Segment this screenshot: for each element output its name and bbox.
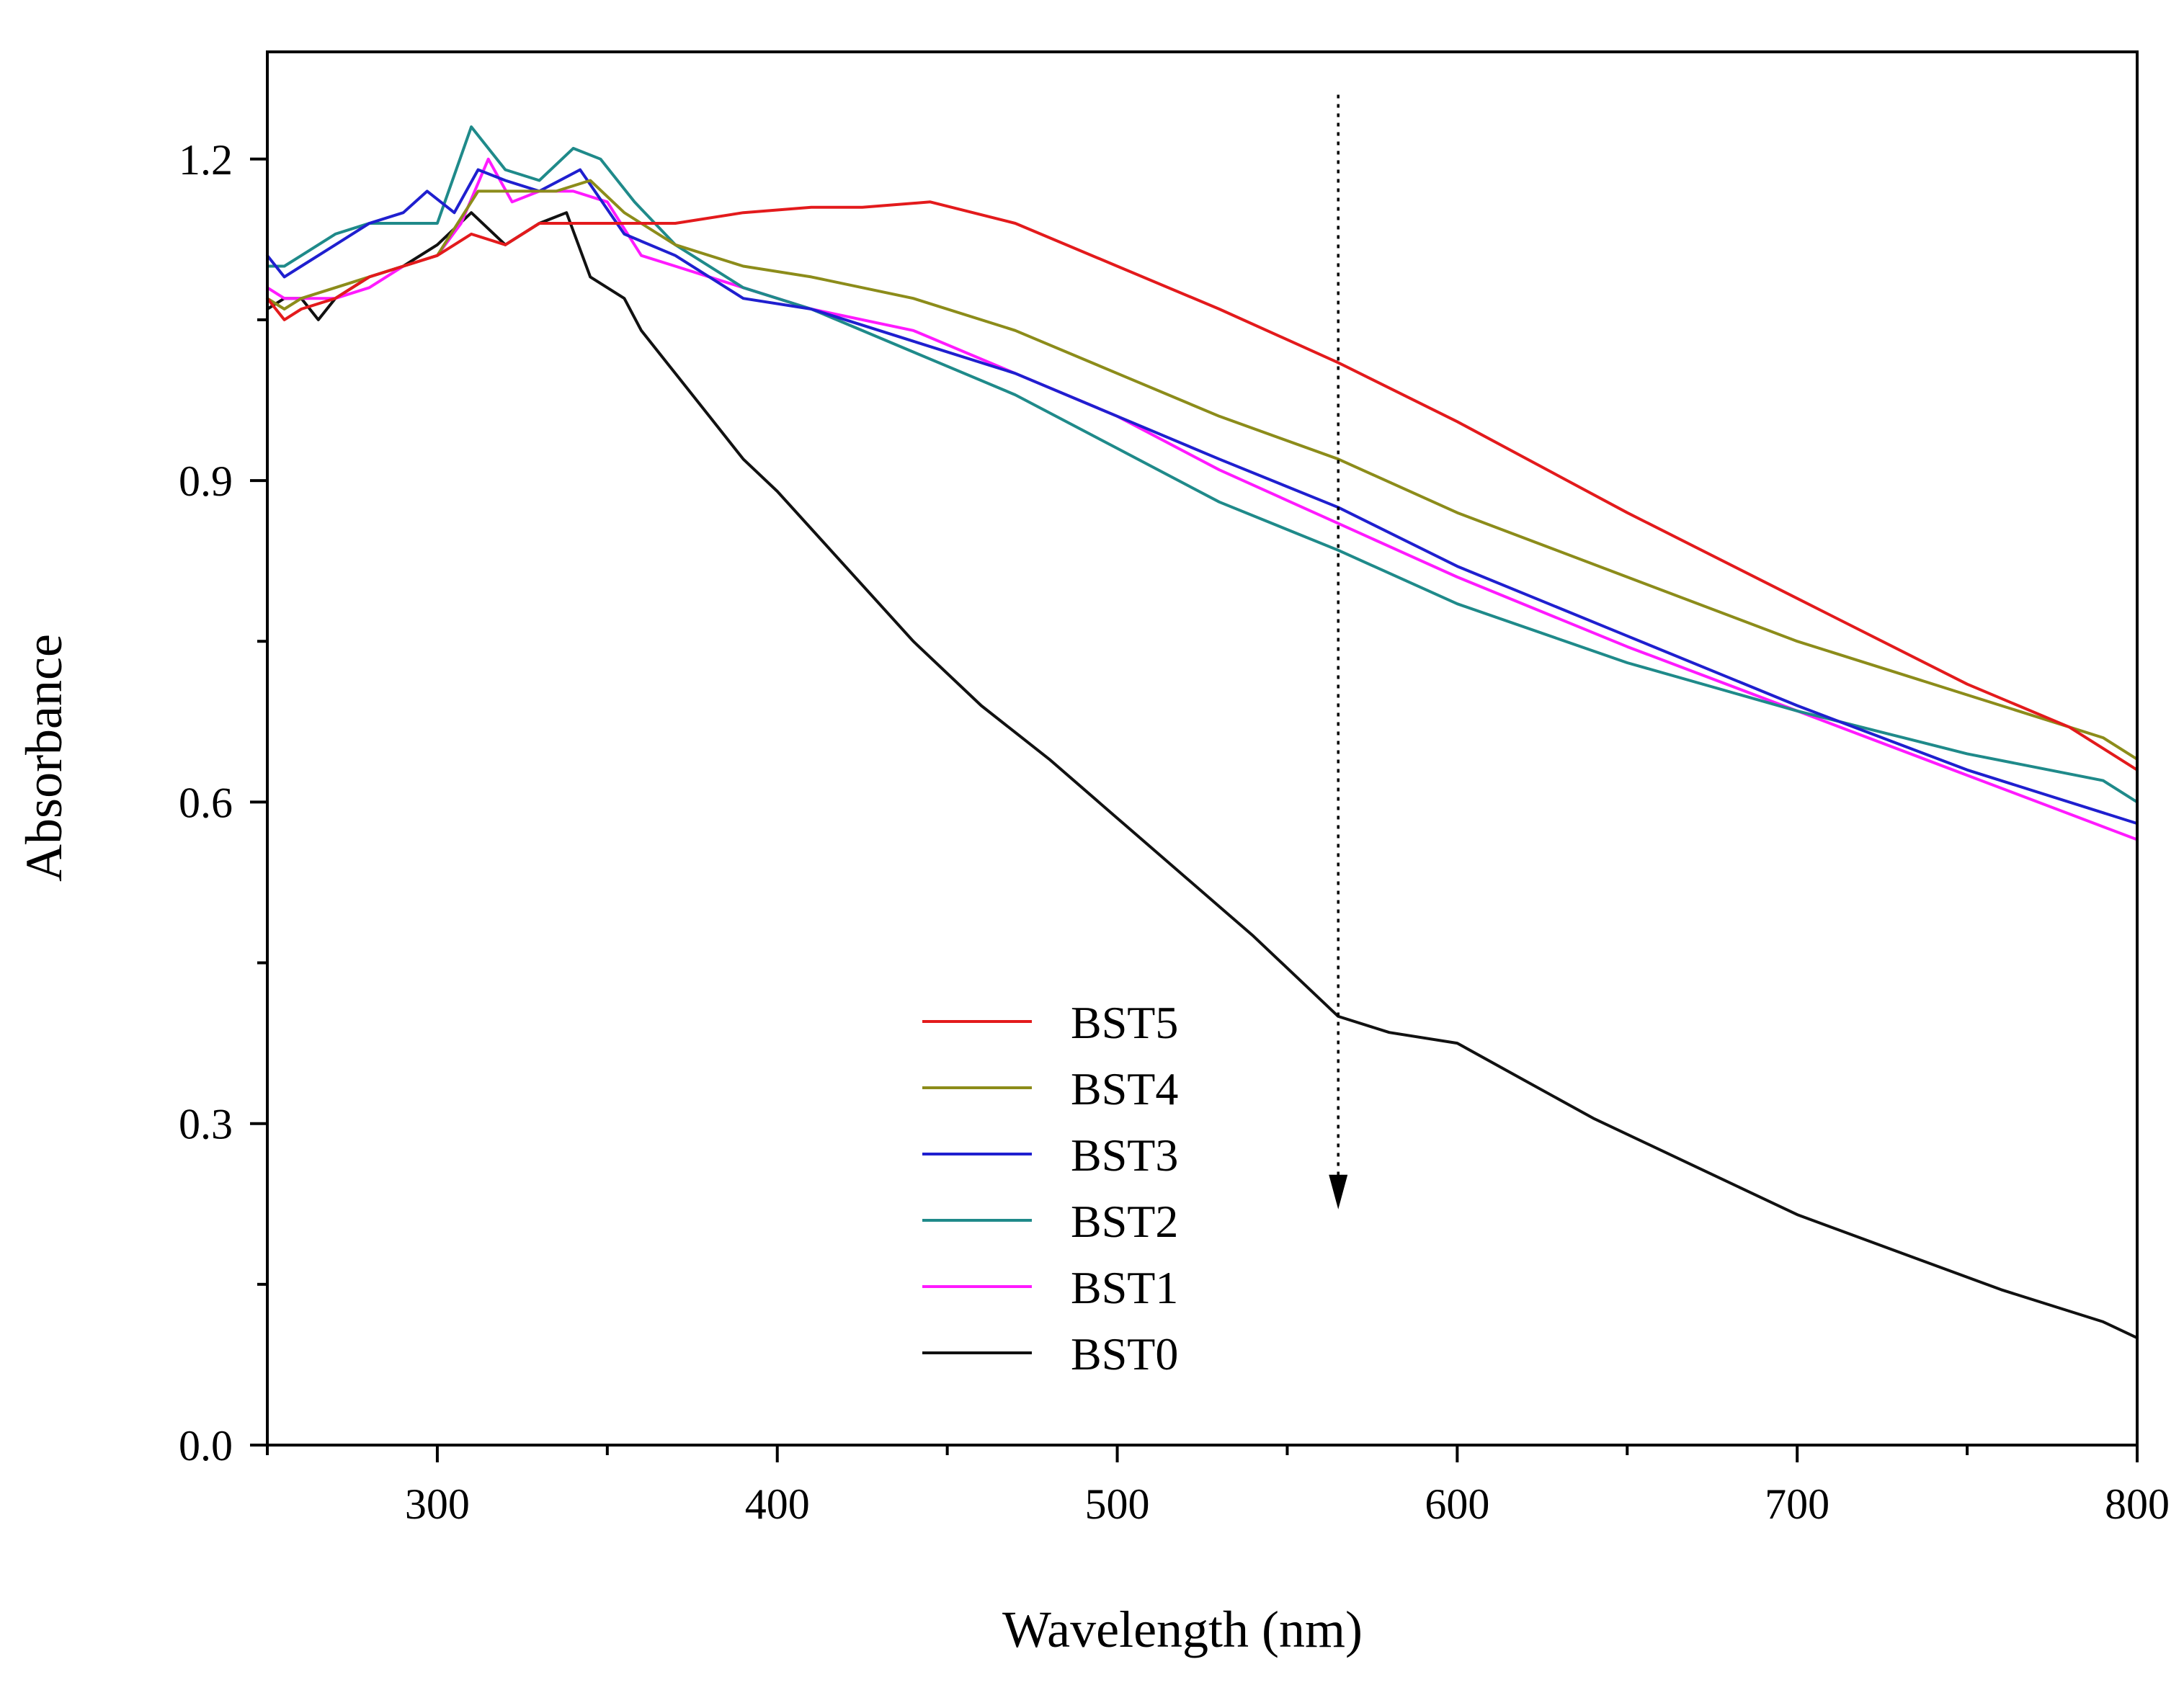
legend-label-bst0: BST0 [1071, 1328, 1178, 1380]
series-line-bst0 [266, 211, 2139, 1340]
y-tick-label: 0.6 [179, 779, 233, 826]
series-line-bst3 [266, 168, 2139, 826]
legend-label-bst1: BST1 [1071, 1262, 1178, 1313]
legend-label-bst5: BST5 [1071, 997, 1178, 1048]
x-tick-label: 800 [2105, 1480, 2170, 1528]
x-tick-label: 500 [1085, 1480, 1150, 1528]
y-axis-title: Absorbance [15, 634, 73, 882]
legend: BST5 BST4 BST3 BST2 BST1 BST0 [922, 997, 1178, 1380]
y-tick-label: 0.3 [179, 1101, 233, 1148]
y-tick-label: 0.9 [179, 457, 233, 505]
plot-frame [266, 50, 2139, 1447]
legend-label-bst4: BST4 [1071, 1063, 1178, 1114]
x-tick-label: 700 [1765, 1480, 1829, 1528]
axis-ticks-layer: 300 400 500 600 700 800 0.0 0.3 0.6 0.9 1.2 [179, 136, 2170, 1528]
legend-label-bst3: BST3 [1071, 1130, 1178, 1181]
annotation-layer [1329, 94, 1348, 1210]
x-tick-label: 600 [1425, 1480, 1489, 1528]
series-line-bst5 [266, 200, 2139, 772]
series-lines-layer [266, 125, 2139, 1340]
y-tick-label: 0.0 [179, 1422, 233, 1470]
y-tick-label: 1.2 [179, 136, 233, 184]
series-line-bst2 [266, 125, 2139, 804]
legend-label-bst2: BST2 [1071, 1196, 1178, 1247]
x-axis-title: Wavelength (nm) [1002, 1601, 1363, 1658]
trend-arrow-head [1329, 1174, 1348, 1210]
x-tick-label: 400 [745, 1480, 810, 1528]
x-tick-label: 300 [405, 1480, 470, 1528]
series-line-bst4 [266, 179, 2139, 761]
series-line-bst1 [266, 157, 2139, 841]
